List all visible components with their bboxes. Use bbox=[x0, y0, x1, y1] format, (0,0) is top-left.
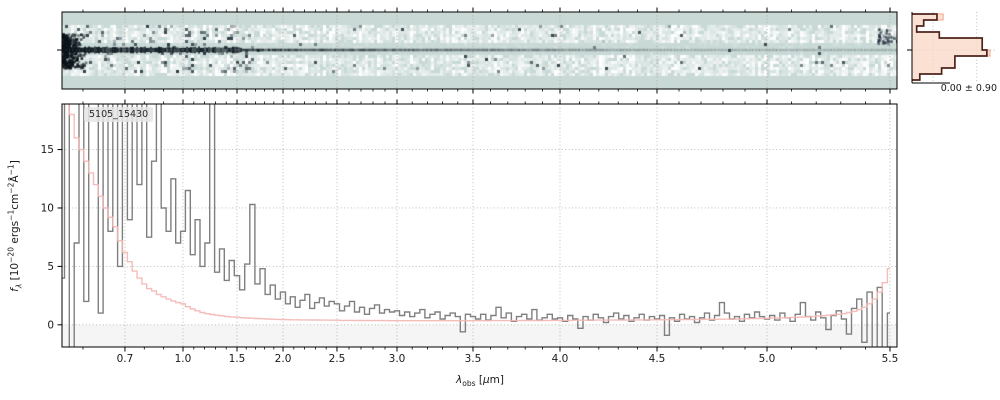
series-group bbox=[62, 104, 890, 347]
y-tick-label: 5 bbox=[47, 261, 54, 273]
x-tick-label: 0.7 bbox=[117, 353, 134, 365]
error-line bbox=[68, 104, 890, 322]
2d-spectrum-image bbox=[62, 12, 897, 89]
histogram-panel bbox=[907, 12, 997, 84]
x-axis-label: λobs [μm] bbox=[455, 373, 505, 389]
x-tick-label: 2.5 bbox=[329, 353, 346, 365]
lambda-symbol: λ bbox=[455, 373, 463, 386]
x-tick-label: 5.0 bbox=[759, 353, 776, 365]
y-axis-label: fλ [10−20 ergs−1cm−2Å−1] bbox=[6, 160, 24, 292]
y-tick-label: 15 bbox=[41, 144, 54, 156]
flux-symbol: f bbox=[9, 288, 22, 292]
x-tick-label: 2.0 bbox=[275, 353, 292, 365]
spectrum-panel: 0.7 1.0 1.5 2.0 2.5 3.0 3.5 4.0 4.5 5.0 5.5 0 5 10 15 bbox=[41, 99, 899, 365]
flux-line bbox=[62, 104, 890, 347]
y-tick-label: 10 bbox=[41, 202, 54, 214]
histogram-stats-annotation: 0.00 ± 0.90 bbox=[940, 83, 997, 94]
x-tick-label: 3.5 bbox=[465, 353, 482, 365]
hist-outline-steps bbox=[912, 13, 988, 81]
y-tick-label: 0 bbox=[47, 319, 54, 331]
below-zero-shade bbox=[62, 324, 897, 347]
target-id-label: 5105_15430 bbox=[84, 107, 154, 122]
x-tick-label: 4.5 bbox=[649, 353, 666, 365]
spectrum-border bbox=[61, 103, 898, 348]
x-tick-label: 5.5 bbox=[882, 353, 899, 365]
lambda-subscript: obs bbox=[462, 379, 476, 389]
hist-fill-steps bbox=[911, 13, 991, 81]
x-tick-label: 1.0 bbox=[175, 353, 192, 365]
x-tick-label: 3.0 bbox=[389, 353, 406, 365]
mu-symbol: μ bbox=[482, 373, 490, 386]
x-tick-label: 4.0 bbox=[552, 353, 569, 365]
x-tick-label: 1.5 bbox=[229, 353, 246, 365]
